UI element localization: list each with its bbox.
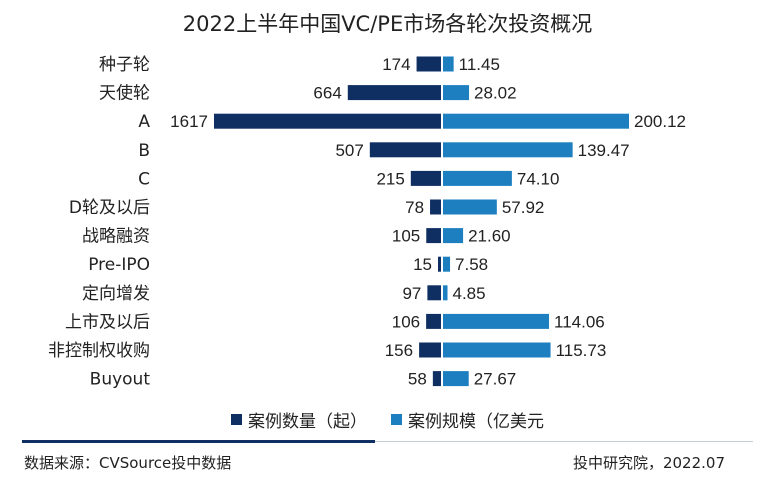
scale-bar [443, 142, 573, 158]
footer-divider [375, 441, 753, 442]
legend-swatch-scale [391, 414, 402, 425]
category-label: D轮及以后 [69, 198, 150, 218]
scale-bar [443, 228, 464, 244]
scale-value-label: 139.47 [578, 141, 630, 160]
scale-bar [443, 170, 512, 186]
count-value-label: 97 [402, 284, 421, 303]
count-bar [432, 371, 441, 387]
count-value-label: 15 [413, 255, 432, 274]
scale-value-label: 7.58 [455, 255, 488, 274]
scale-value-label: 4.85 [453, 284, 486, 303]
count-bar [430, 199, 441, 215]
count-bar [419, 342, 441, 358]
footer-divider-accent [22, 440, 375, 443]
count-bar [369, 142, 441, 158]
count-value-label: 174 [382, 55, 410, 74]
scale-value-label: 21.60 [468, 227, 511, 246]
scale-bar [443, 285, 448, 301]
count-bar [347, 85, 441, 101]
scale-value-label: 114.06 [554, 312, 605, 331]
category-label: A [138, 112, 150, 132]
legend-swatch-count [231, 414, 242, 425]
scale-value-label: 11.45 [459, 55, 500, 74]
scale-bar [443, 199, 497, 215]
legend: 案例数量（起） 案例规模（亿美元 [0, 407, 775, 432]
chart-title: 2022上半年中国VC/PE市场各轮次投资概况 [182, 12, 593, 36]
count-value-label: 215 [376, 169, 404, 188]
scale-bar [443, 313, 550, 329]
scale-value-label: 27.67 [474, 370, 517, 389]
category-label: 种子轮 [99, 55, 150, 75]
scale-bar [443, 113, 629, 129]
legend-item-scale: 案例规模（亿美元 [391, 407, 544, 432]
category-label: 上市及以后 [65, 312, 150, 332]
category-label: 战略融资 [82, 227, 150, 247]
count-value-label: 105 [392, 227, 420, 246]
count-value-label: 664 [313, 84, 341, 103]
source-note: 数据来源：CVSource投中数据 [24, 454, 232, 472]
count-bar [214, 113, 441, 129]
scale-bar [443, 85, 470, 101]
legend-item-count: 案例数量（起） [231, 407, 367, 432]
scale-value-label: 74.10 [517, 169, 560, 188]
credit-note: 投中研究院，2022.07 [572, 454, 725, 472]
scale-bar [443, 371, 469, 387]
legend-label-scale: 案例规模（亿美元 [408, 412, 544, 432]
count-bar [438, 256, 441, 272]
legend-label-count: 案例数量（起） [248, 412, 367, 432]
scale-bar [443, 256, 451, 272]
category-label: 天使轮 [99, 83, 150, 104]
category-label: B [138, 141, 150, 161]
count-bar [427, 285, 441, 301]
category-label: C [138, 169, 150, 189]
count-bar [410, 170, 441, 186]
category-label: Pre-IPO [88, 255, 150, 275]
count-bar [426, 228, 441, 244]
scale-bars [443, 56, 629, 387]
count-value-label: 1617 [170, 112, 208, 131]
scale-value-label: 28.02 [474, 84, 517, 103]
category-label: Buyout [90, 370, 151, 390]
count-value-label: 106 [392, 312, 420, 331]
scale-bar [443, 56, 454, 72]
count-value-label: 78 [405, 198, 424, 217]
scale-value-label: 57.92 [502, 198, 545, 217]
scale-value-label: 115.73 [556, 341, 607, 360]
category-label: 定向增发 [82, 284, 150, 304]
count-bars [214, 56, 441, 387]
scale-bar [443, 342, 551, 358]
count-value-label: 507 [335, 141, 363, 160]
count-bar [416, 56, 441, 72]
count-value-label: 58 [408, 370, 427, 389]
count-bar [426, 313, 441, 329]
count-value-label: 156 [385, 341, 413, 360]
category-label: 非控制权收购 [48, 341, 150, 361]
scale-value-label: 200.12 [634, 112, 686, 131]
